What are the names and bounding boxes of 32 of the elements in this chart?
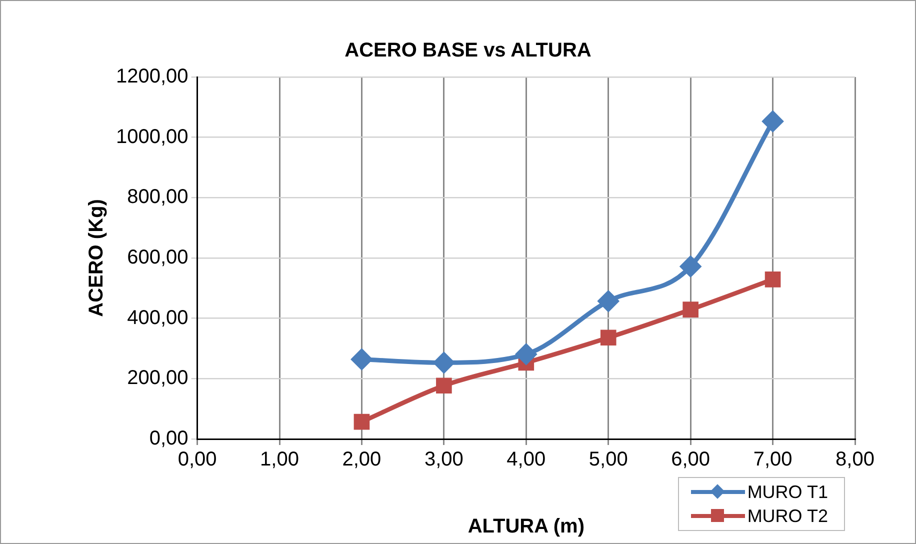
point [764, 272, 781, 288]
point [682, 302, 698, 318]
x-tick-label: 6,00 [671, 448, 710, 471]
chart-title: ACERO BASE vs ALTURA [344, 40, 592, 62]
point [600, 330, 616, 346]
point [598, 290, 619, 312]
y-tick-label: 200,00 [127, 367, 188, 390]
point [351, 349, 372, 370]
point [516, 344, 536, 364]
y-tick-label: 1200,00 [116, 66, 188, 88]
x-tick-label: 4,00 [506, 448, 546, 471]
legend-label: MURO T1 [747, 482, 828, 502]
y-tick-label: 1000,00 [116, 126, 188, 148]
x-tick-label: 7,00 [753, 448, 792, 471]
y-tick-label: 600,00 [127, 246, 188, 269]
point [354, 414, 370, 430]
x-axis-title: ALTURA (m) [468, 516, 584, 538]
x-tick-label: 3,00 [424, 448, 464, 471]
y-axis-title: ACERO (Kg) [86, 199, 108, 317]
point [680, 256, 701, 277]
x-tick-label: 2,00 [342, 448, 382, 471]
y-tick-label: 400,00 [127, 306, 188, 329]
x-tick-label: 1,00 [260, 448, 299, 471]
x-tick-label: 0,00 [178, 448, 217, 471]
point [434, 352, 454, 373]
legend-label: MURO T2 [747, 506, 828, 526]
point [762, 111, 784, 132]
y-tick-label: 0,00 [149, 428, 188, 450]
y-tick-label: 800,00 [127, 186, 188, 208]
x-tick-label: 5,00 [588, 448, 628, 471]
x-tick-label: 8,00 [836, 448, 874, 471]
point [436, 378, 452, 394]
